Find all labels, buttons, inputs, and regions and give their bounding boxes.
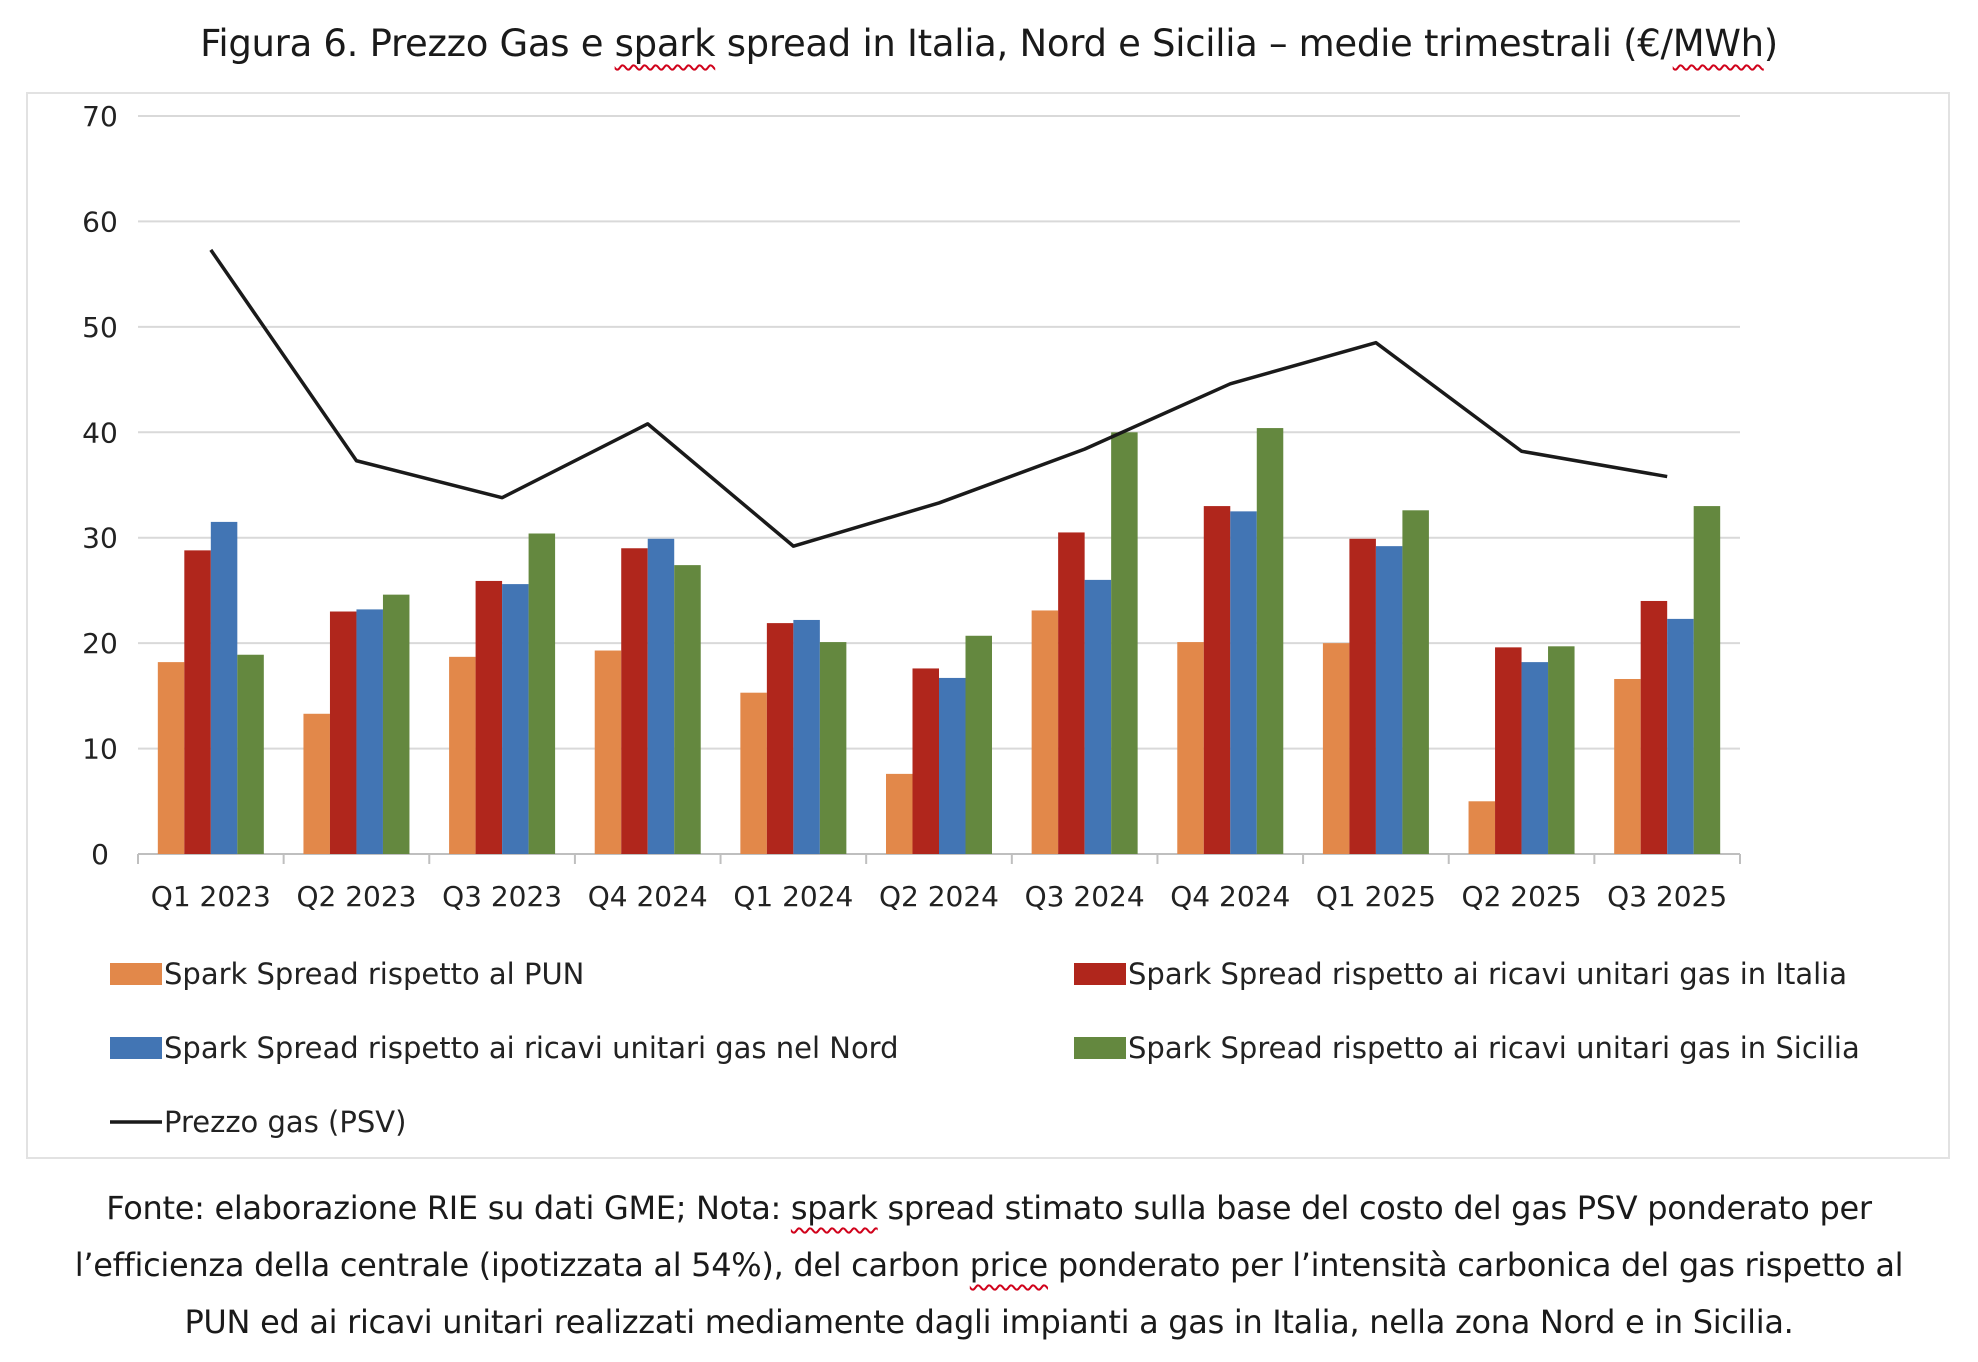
y-tick-label: 20: [82, 627, 118, 660]
x-tick-label: Q1 2025: [1316, 880, 1436, 913]
title-part-2: spread in Italia, Nord e Sicilia – medie…: [715, 22, 1673, 65]
bar: [1375, 546, 1403, 854]
bar: [1322, 643, 1350, 854]
bar: [793, 619, 820, 854]
legend-swatch: [1074, 963, 1126, 985]
bar: [157, 662, 185, 854]
legend-swatch: [110, 1037, 162, 1059]
bar: [819, 642, 847, 854]
caption-spellcheck-word-2: price: [969, 1246, 1048, 1284]
legend-label: Spark Spread rispetto ai ricavi unitari …: [164, 1031, 899, 1065]
bar: [475, 580, 503, 854]
x-tick-label: Q2 2024: [879, 880, 999, 913]
title-spellcheck-word-2: MWh: [1672, 22, 1764, 65]
bar: [1495, 647, 1522, 854]
legend-label: Spark Spread rispetto ai ricavi unitari …: [1128, 957, 1847, 991]
bar: [886, 773, 913, 854]
bar: [740, 692, 767, 854]
x-tick-label: Q1 2023: [151, 880, 271, 913]
legend-swatch: [1074, 1037, 1126, 1059]
y-tick-label: 40: [82, 416, 118, 449]
caption-text: l’efficienza della centrale (ipotizzata …: [74, 1246, 970, 1284]
y-tick-label: 70: [82, 100, 118, 133]
bar: [1111, 432, 1138, 854]
y-tick-label: 10: [82, 733, 118, 766]
caption-spellcheck-word-1: spark: [790, 1189, 878, 1227]
bar: [1177, 642, 1204, 854]
y-tick-label: 60: [82, 205, 118, 238]
bar: [647, 538, 675, 854]
caption-text: ponderato per l’intensità carbonica del …: [1047, 1246, 1904, 1284]
bar: [1548, 646, 1575, 854]
x-tick-label: Q4 2024: [588, 880, 708, 913]
x-tick-label: Q3 2024: [1025, 880, 1145, 913]
bar: [1256, 428, 1284, 854]
bar: [939, 677, 966, 854]
bar: [382, 594, 410, 854]
x-tick-label: Q1 2024: [733, 880, 853, 913]
legend-label: Prezzo gas (PSV): [164, 1105, 406, 1139]
bar: [1521, 662, 1549, 854]
bar: [1614, 678, 1641, 854]
title-part-1: Figura 6. Prezzo Gas e: [200, 22, 615, 65]
bar: [356, 609, 383, 854]
figure-caption: Fonte: elaborazione RIE su dati GME; Not…: [40, 1180, 1938, 1351]
bar: [594, 650, 622, 854]
bar: [210, 521, 238, 854]
bar: [449, 656, 476, 854]
figure-title: Figura 6. Prezzo Gas e spark spread in I…: [0, 22, 1978, 65]
chart-frame: 0 10 20 30 40 50 60 70 Q1 2023 Q2 2023 Q3 2023 Q4 2…: [26, 92, 1950, 1159]
bar: [1640, 600, 1668, 854]
x-tick-label: Q2 2025: [1462, 880, 1582, 913]
caption-line-3: PUN ed ai ricavi unitari realizzati medi…: [184, 1303, 1794, 1341]
legend-swatch: [110, 963, 162, 985]
bar: [1058, 532, 1085, 854]
bar: [1667, 618, 1694, 854]
legend-label: Spark Spread rispetto ai ricavi unitari …: [1128, 1031, 1860, 1065]
x-tick-label: Q4 2024: [1170, 880, 1290, 913]
bar: [329, 611, 357, 854]
bar: [1230, 511, 1257, 854]
bar: [674, 565, 701, 854]
bar: [1402, 510, 1429, 854]
bar: [237, 654, 264, 854]
y-tick-label: 50: [82, 311, 118, 344]
caption-text: Fonte: elaborazione RIE su dati GME; Not…: [106, 1189, 791, 1227]
bar: [303, 713, 330, 854]
title-part-3: ): [1763, 22, 1778, 65]
bar: [184, 550, 211, 854]
legend-label: Spark Spread rispetto al PUN: [164, 957, 584, 991]
x-tick-label: Q2 2023: [296, 880, 416, 913]
chart: 0 10 20 30 40 50 60 70 Q1 2023 Q2 2023 Q3 2023 Q4 2…: [82, 100, 1860, 1139]
bar: [1468, 801, 1496, 854]
bar: [1084, 579, 1112, 854]
bar: [1693, 506, 1721, 854]
bar: [766, 623, 794, 854]
bar: [1203, 506, 1231, 854]
bar: [912, 668, 939, 854]
bar: [1031, 610, 1059, 854]
bar: [502, 584, 529, 854]
caption-text: spread stimato sulla base del costo del …: [877, 1189, 1872, 1227]
line-series-psv: [209, 248, 1668, 548]
bar: [1349, 538, 1376, 854]
caption-line-2: l’efficienza della centrale (ipotizzata …: [40, 1237, 1938, 1294]
bar: [528, 533, 556, 854]
bar: [965, 635, 992, 854]
y-tick-label: 0: [91, 838, 109, 871]
x-tick-label: Q3 2025: [1607, 880, 1727, 913]
y-tick-label: 30: [82, 522, 118, 555]
caption-line-1: Fonte: elaborazione RIE su dati GME; Not…: [40, 1180, 1938, 1237]
title-spellcheck-word-1: spark: [614, 22, 716, 65]
bar: [621, 548, 648, 854]
x-tick-label: Q3 2023: [442, 880, 562, 913]
